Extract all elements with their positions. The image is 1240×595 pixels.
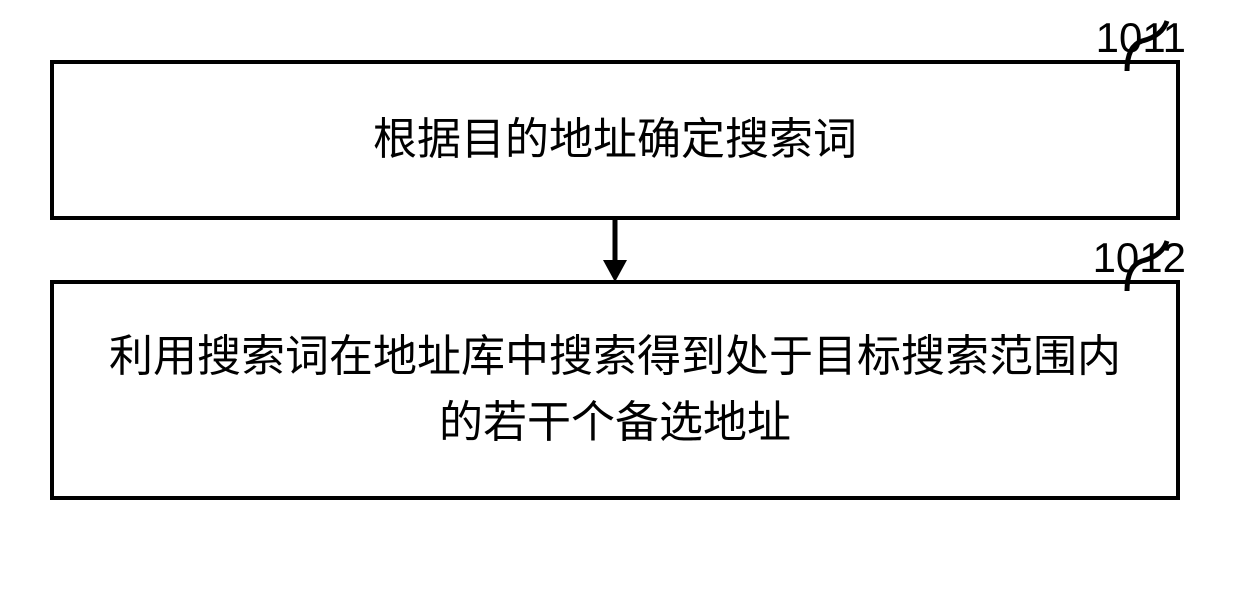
flowchart-step-1: 1011 根据目的地址确定搜索词 (50, 60, 1180, 220)
step-1-text: 根据目的地址确定搜索词 (373, 107, 857, 173)
flowchart-container: 1011 根据目的地址确定搜索词 1012 利用搜索词在地址库中搜索得到处于目标… (50, 60, 1180, 500)
bracket-1 (1122, 16, 1182, 76)
bracket-2 (1122, 236, 1182, 296)
flowchart-step-2: 1012 利用搜索词在地址库中搜索得到处于目标搜索范围内的若干个备选地址 (50, 280, 1180, 500)
step-2-text: 利用搜索词在地址库中搜索得到处于目标搜索范围内的若干个备选地址 (94, 324, 1136, 456)
flowchart-arrow (595, 220, 635, 280)
